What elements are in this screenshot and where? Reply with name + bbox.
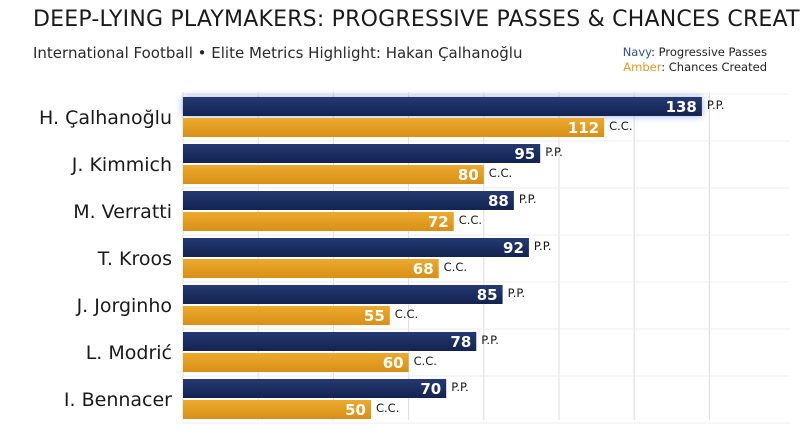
bar-chances-created bbox=[183, 165, 484, 184]
bar-progressive-passes bbox=[183, 97, 702, 116]
bar-progressive-passes bbox=[183, 285, 503, 304]
data-label: 68 bbox=[413, 260, 434, 278]
legend-amber-word: Amber bbox=[623, 60, 662, 74]
data-label: 72 bbox=[428, 213, 449, 231]
series-tag-label: C.C. bbox=[459, 213, 482, 227]
series-tag-label: C.C. bbox=[609, 119, 632, 133]
bar-progressive-passes bbox=[183, 238, 529, 257]
legend-item-chances-created: Amber: Chances Created bbox=[623, 60, 767, 75]
category-label: M. Verratti bbox=[73, 201, 172, 223]
legend-amber-text: : Chances Created bbox=[661, 60, 767, 74]
category-label: H. Çalhanoğlu bbox=[39, 107, 172, 129]
category-label: J. Jorginho bbox=[76, 295, 172, 317]
data-label: 70 bbox=[420, 380, 441, 398]
bar-progressive-passes bbox=[183, 332, 477, 351]
bar-chances-created bbox=[183, 212, 454, 231]
series-tag-label: C.C. bbox=[489, 166, 512, 180]
series-tag-label: P.P. bbox=[534, 239, 552, 253]
data-label: 50 bbox=[345, 401, 366, 419]
chart-subtitle: International Football • Elite Metrics H… bbox=[33, 44, 523, 62]
data-label: 95 bbox=[514, 145, 535, 163]
bar-progressive-passes bbox=[183, 144, 541, 163]
bar-chances-created bbox=[183, 400, 371, 419]
series-tag-label: C.C. bbox=[376, 401, 399, 415]
category-label: J. Kimmich bbox=[71, 154, 172, 176]
data-label: 55 bbox=[364, 307, 385, 325]
bar-chances-created bbox=[183, 306, 390, 325]
legend-navy-text: : Progressive Passes bbox=[651, 45, 767, 59]
bars bbox=[183, 97, 702, 419]
series-tag-label: P.P. bbox=[519, 192, 537, 206]
series-tag-label: C.C. bbox=[414, 354, 437, 368]
bar-progressive-passes bbox=[183, 379, 447, 398]
series-tag-label: P.P. bbox=[451, 380, 469, 394]
chart-title: DEEP-LYING PLAYMAKERS: PROGRESSIVE PASSE… bbox=[33, 7, 800, 32]
series-tag-label: P.P. bbox=[545, 145, 563, 159]
bar-progressive-passes bbox=[183, 191, 514, 210]
data-label: 78 bbox=[450, 333, 471, 351]
data-label: 80 bbox=[458, 166, 479, 184]
bar-chances-created bbox=[183, 118, 605, 137]
category-label: L. Modrić bbox=[86, 342, 172, 364]
category-label: I. Bennacer bbox=[64, 389, 172, 411]
data-label: 138 bbox=[666, 98, 697, 116]
series-tag-label: C.C. bbox=[444, 260, 467, 274]
data-label: 112 bbox=[568, 119, 599, 137]
legend-navy-word: Navy bbox=[622, 45, 652, 59]
data-label: 92 bbox=[503, 239, 524, 257]
series-tag-label: P.P. bbox=[707, 98, 725, 112]
legend: Navy: Progressive Passes Amber: Chances … bbox=[623, 45, 767, 75]
data-label: 85 bbox=[477, 286, 498, 304]
series-tag-label: P.P. bbox=[481, 333, 499, 347]
data-label: 60 bbox=[383, 354, 404, 372]
data-label: 88 bbox=[488, 192, 509, 210]
legend-item-progressive-passes: Navy: Progressive Passes bbox=[623, 45, 767, 60]
bar-chances-created bbox=[183, 353, 409, 372]
category-label: T. Kroos bbox=[97, 248, 172, 270]
series-tag-label: C.C. bbox=[395, 307, 418, 321]
gridlines bbox=[182, 92, 790, 424]
labels: H. Çalhanoğlu 138 P.P. 112 C.C. J. Kimmich 95 P… bbox=[39, 98, 724, 419]
series-tag-label: P.P. bbox=[508, 286, 526, 300]
bar-chances-created bbox=[183, 259, 439, 278]
